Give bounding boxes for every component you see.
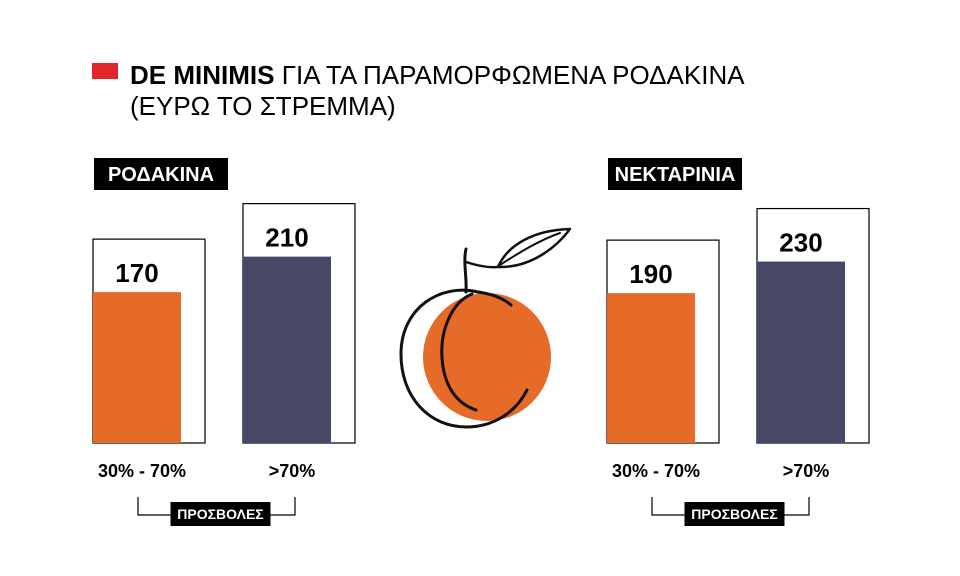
peach-leaf-petiole xyxy=(464,260,500,269)
group-label-background xyxy=(684,502,785,526)
peach-outline-top xyxy=(476,290,513,307)
bar-value-label: 170 xyxy=(115,258,158,288)
chart-title-background xyxy=(94,158,228,190)
chart-title: ΡΟΔΑΚΙΝΑ xyxy=(108,164,214,186)
bar-value-label: 230 xyxy=(779,228,822,258)
chart-title: ΝΕΚΤΑΡΙΝΙΑ xyxy=(615,164,736,186)
bar xyxy=(243,256,331,443)
bar-value-label: 210 xyxy=(265,223,308,253)
category-label: 30% - 70% xyxy=(612,461,700,481)
peach-icon xyxy=(399,227,572,429)
title-highlight: DE MINIMIS xyxy=(130,60,275,90)
category-label: 30% - 70% xyxy=(98,461,186,481)
title-text: ΓΙΑ ΤΑ ΠΑΡΑΜΟΡΦΩΜΕΝΑ ΡΟΔΑΚΙΝΑ xyxy=(281,60,745,90)
peach-outline xyxy=(399,288,529,429)
title-marker xyxy=(92,63,118,79)
peach-cleft xyxy=(440,292,478,412)
group-bracket xyxy=(137,497,296,516)
chart-title-background xyxy=(608,158,742,190)
chart-title-label: ΡΟΔΑΚΙΝΑ xyxy=(94,158,228,190)
peach-stem xyxy=(463,247,468,294)
infographic-header: DE MINIMIS ΓΙΑ ΤΑ ΠΑΡΑΜΟΡΦΩΜΕΝΑ ΡΟΔΑΚΙΝΑ… xyxy=(0,0,960,130)
bar xyxy=(607,293,695,443)
category-label: >70% xyxy=(269,461,316,481)
bar xyxy=(93,292,181,443)
nectarines-bar-chart: ΝΕΚΤΑΡΙΝΙΑ 190 30% - 70% 230 >70% ΠΡΟΣΒΟΛΕΣ xyxy=(606,158,870,526)
x-axis-label: ΠΡΟΣΒΟΛΕΣ xyxy=(691,506,777,522)
x-axis-label: ΠΡΟΣΒΟΛΕΣ xyxy=(177,506,263,522)
bar xyxy=(757,261,845,443)
peaches-bar-chart: ΡΟΔΑΚΙΝΑ 170 30% - 70% 210 >70% ΠΡΟΣΒΟΛΕΣ xyxy=(92,158,356,526)
group-bracket xyxy=(651,497,810,516)
group-label-background xyxy=(170,502,271,526)
chart-title-label: ΝΕΚΤΑΡΙΝΙΑ xyxy=(608,158,742,190)
peach-fill xyxy=(423,293,551,421)
peach-leaf xyxy=(496,227,572,269)
page-subtitle: (ΕΥΡΩ ΤΟ ΣΤΡΕΜΜΑ) xyxy=(130,91,396,121)
category-label: >70% xyxy=(783,461,830,481)
page-title: DE MINIMIS ΓΙΑ ΤΑ ΠΑΡΑΜΟΡΦΩΜΕΝΑ ΡΟΔΑΚΙΝΑ xyxy=(130,59,745,91)
bar-value-label: 190 xyxy=(629,259,672,289)
peach-leaf-vein xyxy=(499,232,561,266)
